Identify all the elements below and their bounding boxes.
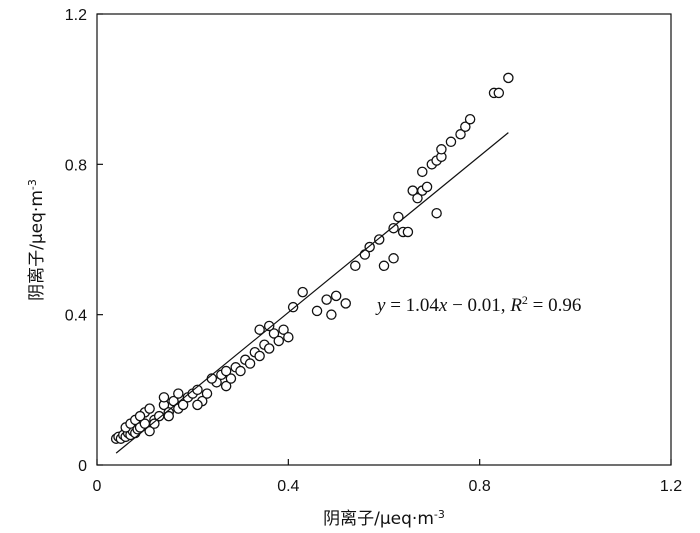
data-point bbox=[220, 380, 232, 392]
y-tick-label: 0.8 bbox=[65, 157, 87, 174]
data-point bbox=[321, 294, 332, 305]
data-point bbox=[340, 298, 351, 309]
data-point bbox=[431, 207, 442, 219]
data-point bbox=[263, 343, 275, 354]
data-point bbox=[393, 211, 404, 223]
data-point bbox=[417, 166, 428, 178]
data-point bbox=[144, 425, 155, 437]
x-axis-title: 阴离子/μeq·m-3 bbox=[323, 508, 445, 530]
data-point bbox=[407, 185, 418, 196]
y-tick-label: 0 bbox=[78, 458, 87, 475]
data-point bbox=[254, 350, 265, 362]
data-point bbox=[158, 392, 170, 403]
data-point bbox=[263, 320, 275, 332]
data-point bbox=[297, 286, 308, 298]
axis-ticks bbox=[96, 13, 672, 466]
data-point bbox=[503, 72, 514, 84]
data-point bbox=[287, 301, 299, 313]
y-axis-title: 阴离子/μeq·m-3 bbox=[26, 179, 48, 301]
data-point bbox=[493, 87, 505, 99]
data-point bbox=[311, 305, 323, 317]
data-point bbox=[460, 121, 471, 133]
x-tick-label: 0.8 bbox=[469, 478, 491, 495]
data-point bbox=[388, 253, 399, 264]
data-point bbox=[350, 260, 361, 272]
data-point bbox=[278, 324, 289, 335]
x-tick-label: 0 bbox=[93, 478, 102, 495]
plot-frame bbox=[96, 13, 672, 466]
data-point bbox=[225, 373, 237, 384]
data-point bbox=[402, 226, 414, 238]
data-point bbox=[244, 358, 256, 369]
data-point bbox=[201, 388, 213, 399]
x-tick-label: 0.4 bbox=[277, 478, 299, 495]
data-point bbox=[464, 113, 476, 125]
data-point bbox=[273, 335, 285, 347]
data-point bbox=[134, 410, 146, 422]
fit-equation: y = 1.04x − 0.01, R2 = 0.96 bbox=[375, 293, 581, 316]
data-point bbox=[268, 328, 280, 339]
data-point bbox=[330, 290, 342, 302]
regression-line bbox=[115, 132, 509, 454]
data-point bbox=[373, 234, 385, 245]
data-point bbox=[220, 365, 232, 377]
y-tick-label: 0.4 bbox=[65, 308, 87, 325]
data-point bbox=[254, 324, 265, 335]
data-point bbox=[326, 309, 337, 320]
data-point bbox=[192, 399, 203, 411]
x-tick-label: 1.2 bbox=[660, 478, 682, 495]
data-point bbox=[235, 365, 246, 377]
data-point bbox=[455, 129, 466, 140]
data-point bbox=[149, 418, 160, 429]
data-point bbox=[283, 331, 294, 343]
data-point bbox=[412, 192, 423, 204]
data-point bbox=[378, 260, 390, 272]
data-point bbox=[173, 388, 184, 399]
data-points bbox=[110, 72, 514, 444]
data-point bbox=[436, 144, 447, 155]
data-point bbox=[144, 403, 155, 414]
data-point bbox=[388, 222, 399, 234]
y-tick-label: 1.2 bbox=[65, 7, 87, 24]
data-point bbox=[177, 399, 189, 411]
data-point bbox=[163, 410, 174, 422]
data-point bbox=[445, 136, 457, 148]
axis-tick-labels: 0 0.4 0.8 1.2 0 0.4 0.8 1.2 bbox=[65, 7, 682, 495]
data-point bbox=[421, 181, 433, 193]
